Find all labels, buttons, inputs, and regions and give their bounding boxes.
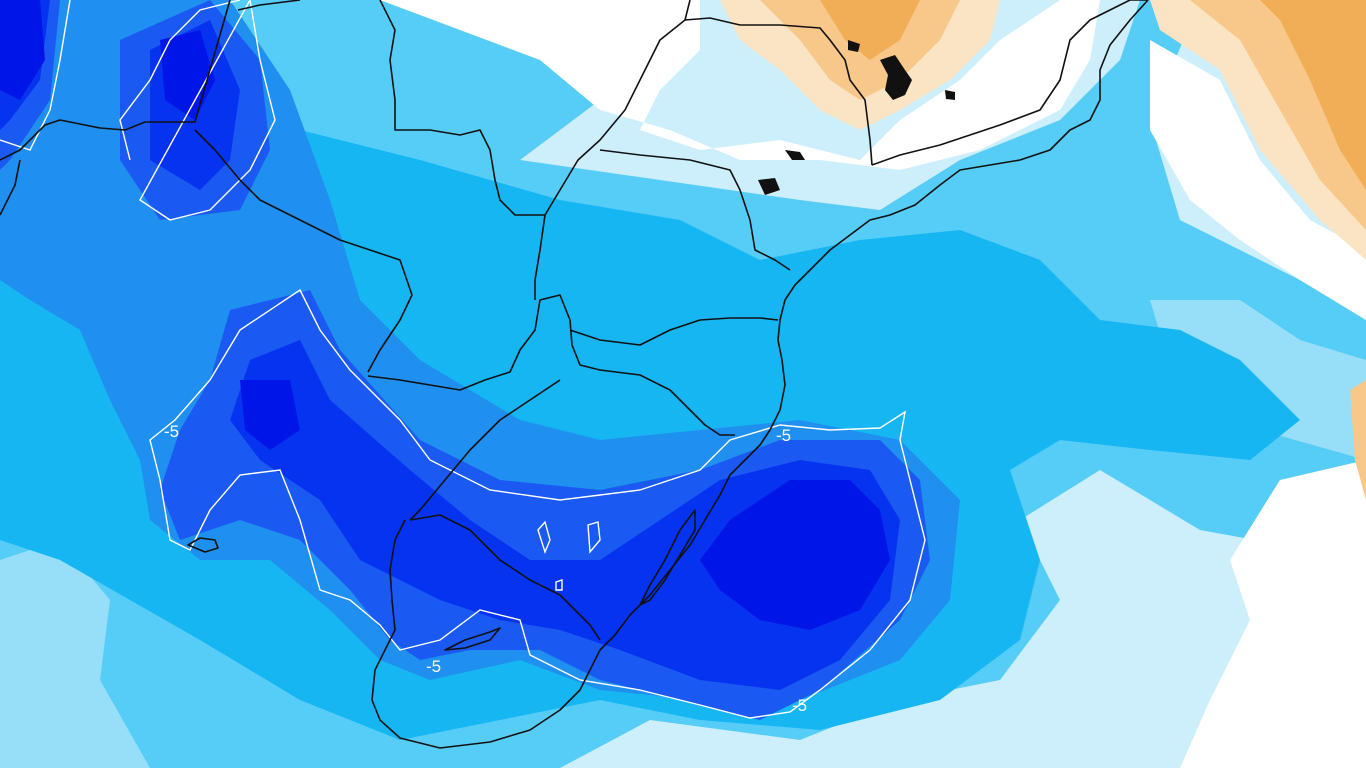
lake-mark-1 — [880, 55, 912, 100]
lake-mark-5 — [945, 90, 955, 100]
border-north-4 — [684, 17, 873, 166]
border-south-1 — [367, 294, 735, 436]
minus-5-contours — [0, 0, 926, 719]
contour-line-main — [149, 288, 926, 719]
border-south-3 — [409, 379, 561, 521]
lake-west — [187, 537, 219, 553]
region-level-zero-top — [380, 0, 1100, 170]
contour-loop-1 — [537, 520, 551, 555]
border-north-6 — [871, 0, 1148, 166]
borders — [0, 0, 1149, 749]
border-north-2 — [379, 0, 545, 216]
contour-line-west-edge — [0, 0, 71, 151]
region-level-plus-3-north — [820, 0, 920, 60]
contour-label-coast: -5 — [776, 426, 791, 445]
lake-mark-3 — [785, 150, 805, 160]
contour-label-ocean: -5 — [792, 696, 807, 715]
border-south-2 — [569, 317, 779, 346]
region-level-plus-3-east — [1260, 0, 1366, 190]
border-west-2 — [194, 129, 413, 373]
contour-label-west: -5 — [164, 422, 179, 441]
border-west-1 — [0, 0, 231, 161]
contour-label-southwest: -5 — [426, 657, 441, 676]
border-west-3 — [0, 159, 21, 216]
lake-mark-4 — [758, 178, 780, 195]
region-level-8 — [0, 0, 890, 630]
border-north-1 — [237, 0, 301, 11]
lagoon — [639, 509, 696, 606]
border-north-5 — [599, 149, 791, 271]
contour-loop-2 — [587, 521, 601, 554]
border-north-3 — [534, 0, 691, 300]
region-level-2-southwest — [0, 540, 150, 768]
contour-line-northwest — [119, 0, 276, 221]
contour-labels: -5 -5 -5 -5 — [164, 422, 807, 715]
lake-south — [444, 627, 501, 651]
border-south-4 — [409, 514, 601, 641]
contour-loop-3 — [555, 579, 563, 591]
region-level-7 — [0, 0, 900, 690]
inland-water-marks — [758, 40, 955, 195]
region-level-plus-2-southeast — [1350, 380, 1366, 500]
region-level-zero-east — [1150, 40, 1366, 320]
lake-mark-2 — [848, 40, 860, 52]
region-level-zero-southeast — [1180, 460, 1366, 768]
coastline — [371, 0, 1149, 749]
